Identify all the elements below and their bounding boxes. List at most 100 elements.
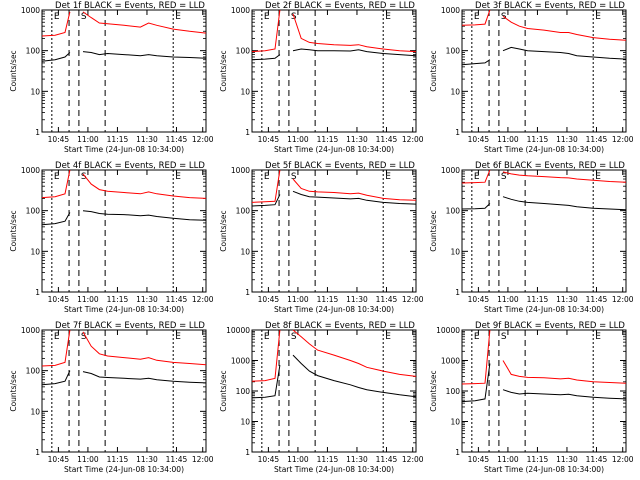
time-marker-label: E	[385, 172, 391, 182]
time-marker-label: E	[474, 332, 480, 342]
time-marker-label: E	[595, 172, 601, 182]
series-line-red	[251, 169, 417, 203]
chart-panel-7: Det 7f BLACK = Events, RED = LLD 1 10 100 10…	[9, 321, 214, 474]
time-marker-label: E	[264, 12, 270, 22]
time-marker-label: S	[501, 332, 507, 342]
series-line-red	[461, 169, 627, 184]
series-line-red	[41, 11, 207, 37]
x-tick-label: 11:45	[376, 455, 398, 464]
y-axis-label: Counts/sec	[9, 210, 18, 251]
y-tick-label: 1000	[21, 166, 40, 175]
x-axis-label: Start Time (24-Jun-08 10:34:00)	[64, 145, 184, 154]
x-tick-label: 11:00	[77, 135, 99, 144]
y-tick-label: 10	[450, 247, 460, 256]
x-tick-label: 11:30	[136, 455, 158, 464]
x-tick-label: 11:45	[586, 455, 608, 464]
x-tick-label: 11:45	[586, 295, 608, 304]
y-tick-label: 10	[450, 87, 460, 96]
x-axis-label: Start Time (24-Jun-08 10:34:00)	[274, 305, 394, 314]
x-tick-label: 11:15	[317, 295, 339, 304]
series-line-black	[461, 363, 627, 403]
y-tick-label: 1	[455, 288, 460, 297]
chart-title: Det 6f BLACK = Events, RED = LLD	[475, 161, 625, 171]
x-tick-label: 11:15	[527, 455, 549, 464]
series-line-red	[41, 169, 207, 199]
y-tick-label: 100	[446, 47, 461, 56]
chart-panel-2: Det 2f BLACK = Events, RED = LLD 1 10 100 10…	[219, 1, 424, 154]
time-marker-label: S	[291, 332, 297, 342]
y-tick-label: 1	[35, 448, 40, 457]
time-marker-label: E	[175, 172, 181, 182]
chart-title: Det 9f BLACK = Events, RED = LLD	[475, 321, 625, 331]
chart-title: Det 2f BLACK = Events, RED = LLD	[265, 1, 415, 11]
x-tick-label: 11:45	[166, 135, 188, 144]
x-tick-label: 11:15	[317, 455, 339, 464]
x-tick-label: 11:00	[77, 295, 99, 304]
y-tick-label: 10	[30, 247, 40, 256]
y-tick-label: 1000	[21, 6, 40, 15]
y-tick-label: 100	[236, 207, 251, 216]
series-line-red	[251, 9, 417, 53]
x-tick-label: 11:30	[346, 455, 368, 464]
x-tick-label: 12:00	[192, 455, 214, 464]
chart-title: Det 8f BLACK = Events, RED = LLD	[265, 321, 415, 331]
chart-panel-1: Det 1f BLACK = Events, RED = LLD 1 10 100 10…	[9, 1, 214, 154]
time-marker-label: E	[595, 332, 601, 342]
y-axis-label: Counts/sec	[429, 210, 438, 251]
plot-frame	[251, 9, 417, 133]
x-axis-label: Start Time (24-Jun-08 10:34:00)	[484, 145, 604, 154]
x-tick-label: 11:30	[556, 295, 578, 304]
y-tick-label: 1	[245, 288, 250, 297]
y-tick-label: 1000	[441, 357, 460, 366]
x-tick-label: 10:45	[468, 295, 490, 304]
y-tick-label: 100	[236, 387, 251, 396]
x-tick-label: 11:00	[287, 455, 309, 464]
series-line-black	[41, 210, 207, 226]
x-tick-label: 11:45	[166, 455, 188, 464]
x-tick-label: 11:00	[287, 135, 309, 144]
x-axis-label: Start Time (24-Jun-08 10:34:00)	[64, 465, 184, 474]
time-marker-label: E	[54, 172, 60, 182]
time-marker-label: S	[291, 172, 297, 182]
plot-frame	[461, 9, 627, 133]
time-marker-label: S	[81, 172, 87, 182]
y-tick-label: 100	[446, 207, 461, 216]
y-axis-label: Counts/sec	[429, 50, 438, 91]
time-marker-label: E	[385, 332, 391, 342]
y-tick-label: 100	[26, 207, 41, 216]
x-axis-label: Start Time (24-Jun-08 10:34:00)	[274, 465, 394, 474]
chart-panel-4: Det 4f BLACK = Events, RED = LLD 1 10 100 10…	[9, 161, 214, 314]
y-tick-label: 10	[30, 407, 40, 416]
x-tick-label: 11:15	[527, 135, 549, 144]
x-tick-label: 10:45	[468, 455, 490, 464]
chart-panel-3: Det 3f BLACK = Events, RED = LLD 1 10 100 10…	[429, 1, 634, 154]
y-tick-label: 10000	[226, 326, 250, 335]
time-marker-label: E	[474, 172, 480, 182]
time-marker-label: E	[54, 12, 60, 22]
chart-title: Det 4f BLACK = Events, RED = LLD	[55, 161, 205, 171]
y-axis-label: Counts/sec	[219, 210, 228, 251]
x-tick-label: 12:00	[192, 295, 214, 304]
time-marker-label: E	[595, 12, 601, 22]
x-tick-label: 11:45	[376, 135, 398, 144]
x-tick-label: 10:45	[258, 455, 280, 464]
x-tick-label: 12:00	[402, 135, 424, 144]
plot-frame	[461, 169, 627, 293]
y-tick-label: 1	[35, 288, 40, 297]
series-line-red	[41, 329, 207, 367]
x-tick-label: 10:45	[258, 295, 280, 304]
y-tick-label: 1	[455, 448, 460, 457]
x-tick-label: 11:30	[346, 295, 368, 304]
plot-frame	[41, 329, 207, 453]
series-line-black	[251, 190, 417, 207]
x-tick-label: 11:45	[376, 295, 398, 304]
x-tick-label: 11:00	[287, 295, 309, 304]
chart-title: Det 5f BLACK = Events, RED = LLD	[265, 161, 415, 171]
x-axis-label: Start Time (24-Jun-08 10:34:00)	[274, 145, 394, 154]
y-tick-label: 1	[245, 448, 250, 457]
x-tick-label: 10:45	[468, 135, 490, 144]
x-tick-label: 11:00	[497, 455, 519, 464]
y-tick-label: 1	[455, 128, 460, 137]
y-tick-label: 1	[35, 128, 40, 137]
plot-frame	[41, 169, 207, 293]
